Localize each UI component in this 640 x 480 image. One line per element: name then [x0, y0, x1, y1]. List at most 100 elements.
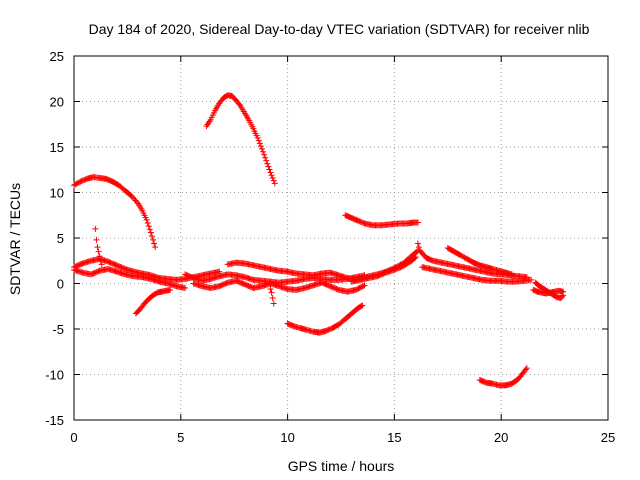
data-point	[146, 226, 153, 233]
series-arc-12	[190, 277, 368, 295]
data-point	[264, 160, 271, 167]
axis-ticks	[73, 55, 609, 421]
x-tick-label: 20	[494, 430, 508, 445]
data-point	[268, 289, 275, 296]
data-point	[254, 134, 261, 141]
series-arc-5	[476, 365, 530, 389]
series-arc-2	[203, 92, 278, 187]
data-point	[260, 148, 267, 155]
data-point	[71, 182, 77, 189]
data-point	[411, 255, 418, 262]
series-arc-4	[284, 302, 366, 336]
data-point	[267, 169, 274, 176]
data-point	[73, 180, 80, 187]
grid-lines	[74, 56, 608, 420]
data-point	[357, 218, 364, 225]
x-tick-label: 25	[601, 430, 615, 445]
data-point	[267, 285, 274, 292]
data-point	[150, 236, 157, 243]
y-tick-label: 10	[50, 186, 64, 201]
x-tick-label: 0	[70, 430, 77, 445]
series-arc-18	[444, 245, 515, 278]
data-point	[255, 137, 262, 144]
data-point	[236, 101, 243, 108]
data-point	[414, 240, 421, 247]
data-point	[143, 216, 150, 223]
y-tick-label: 20	[50, 95, 64, 110]
data-point	[98, 261, 105, 268]
series-arc-1	[71, 174, 159, 251]
data-point	[269, 174, 276, 181]
data-point	[258, 145, 265, 152]
data-point	[461, 254, 468, 261]
x-tick-label: 10	[280, 430, 294, 445]
data-point	[262, 154, 269, 161]
series-arc-15	[348, 254, 419, 285]
data-point	[152, 244, 159, 251]
data-point	[74, 180, 81, 187]
data-point	[144, 219, 151, 226]
data-point	[96, 253, 103, 260]
data-point	[261, 151, 268, 158]
data-point	[78, 178, 85, 185]
series-arc-13	[267, 285, 277, 307]
data-point	[131, 196, 138, 203]
data-point	[265, 163, 272, 170]
data-point	[559, 293, 566, 300]
data-point	[270, 300, 277, 307]
data-point	[508, 271, 515, 278]
data-point	[167, 286, 174, 293]
data-point	[355, 217, 362, 224]
data-point	[93, 236, 100, 243]
y-tick-label: -5	[52, 322, 64, 337]
data-point	[326, 326, 333, 333]
data-point	[151, 240, 158, 247]
data-point	[182, 285, 189, 292]
data-point	[95, 248, 102, 255]
data-point	[77, 178, 84, 185]
y-tick-label: -15	[45, 413, 64, 428]
data-point	[360, 282, 367, 289]
data-point	[415, 244, 422, 251]
x-axis-label: GPS time / hours	[288, 458, 395, 474]
data-point	[325, 326, 332, 333]
x-tick-label: 15	[387, 430, 401, 445]
data-point	[263, 157, 270, 164]
series-arc-9	[92, 225, 105, 268]
x-tick-label: 5	[177, 430, 184, 445]
data-point	[271, 180, 278, 187]
series-arc-7	[71, 265, 189, 292]
data-point	[256, 140, 263, 147]
data-point	[266, 166, 273, 173]
y-tick-label: 15	[50, 140, 64, 155]
data-point	[147, 229, 154, 236]
y-tick-labels: -15 -10 -5 0 5 10 15 20 25	[45, 49, 64, 428]
series-arc-8	[132, 286, 174, 317]
data-points	[71, 92, 567, 389]
data-point	[79, 177, 86, 184]
data-point	[97, 257, 104, 264]
series-arc-20	[530, 286, 567, 297]
data-point	[356, 218, 363, 225]
data-point	[132, 197, 139, 204]
data-point	[81, 176, 88, 183]
series-arc-3	[342, 212, 421, 229]
data-point	[412, 254, 419, 261]
data-point	[76, 179, 83, 186]
data-point	[270, 177, 277, 184]
data-point	[72, 181, 79, 188]
data-point	[257, 143, 264, 150]
data-point	[460, 253, 467, 260]
data-point	[94, 244, 101, 251]
y-tick-label: -10	[45, 368, 64, 383]
data-point	[133, 198, 140, 205]
data-point	[324, 327, 331, 334]
series-arc-17	[419, 264, 535, 285]
data-point	[148, 233, 155, 240]
data-point	[269, 295, 276, 302]
data-point	[523, 365, 530, 372]
data-point	[92, 225, 99, 232]
data-point	[358, 303, 365, 310]
y-tick-label: 0	[57, 277, 64, 292]
